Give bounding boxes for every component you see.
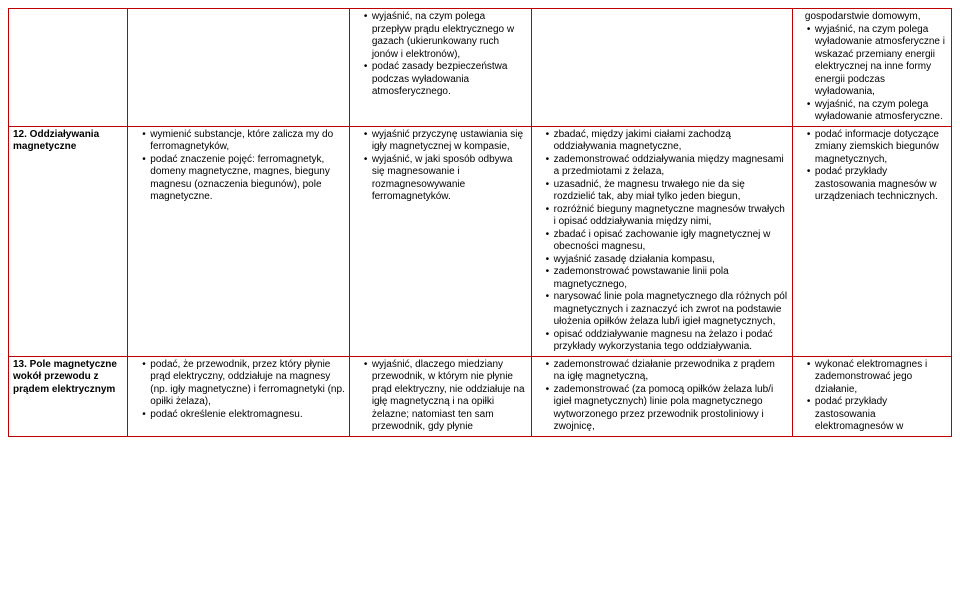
table-row: wyjaśnić, na czym polega przepływ prądu … bbox=[9, 9, 952, 127]
list-item: wyjaśnić, w jaki sposób odbywa się magne… bbox=[364, 154, 527, 204]
list-item: opisać oddziaływanie magnesu na żelazo i… bbox=[546, 329, 788, 354]
cell-topic: 13. Pole magnetyczne wokół przewodu z pr… bbox=[9, 356, 128, 436]
list-item: podać określenie elektromagnesu. bbox=[142, 409, 345, 422]
list-item: wyjaśnić, na czym polega wyładowanie atm… bbox=[807, 24, 947, 99]
list-item: wyjaśnić, na czym polega przepływ prądu … bbox=[364, 11, 527, 61]
list-item: wykonać elektromagnes i zademonstrować j… bbox=[807, 359, 947, 397]
list-item: zademonstrować powstawanie linii pola ma… bbox=[546, 266, 788, 291]
list-item: zbadać, między jakimi ciałami zachodzą o… bbox=[546, 129, 788, 154]
list-item: zademonstrować działanie przewodnika z p… bbox=[546, 359, 788, 384]
list-item: zademonstrować oddziaływania między magn… bbox=[546, 154, 788, 179]
cell-col2: wymienić substancje, które zalicza my do… bbox=[128, 126, 350, 356]
cell-col5: podać informacje dotyczące zmiany ziemsk… bbox=[792, 126, 951, 356]
list-item: podać przykłady zastosowania elektromagn… bbox=[807, 396, 947, 434]
cell-col3: wyjaśnić, dlaczego miedziany przewodnik,… bbox=[349, 356, 531, 436]
cell-col5: wykonać elektromagnes i zademonstrować j… bbox=[792, 356, 951, 436]
cell-col2 bbox=[128, 9, 350, 127]
cell-topic: 12. Oddziaływania magnetyczne bbox=[9, 126, 128, 356]
list-item: wyjaśnić zasadę działania kompasu, bbox=[546, 254, 788, 267]
list-item: wyjaśnić, dlaczego miedziany przewodnik,… bbox=[364, 359, 527, 434]
list-item: rozróżnić bieguny magnetyczne magnesów t… bbox=[546, 204, 788, 229]
list-item: narysować linie pola magnetycznego dla r… bbox=[546, 291, 788, 329]
cell-col5: gospodarstwie domowym, wyjaśnić, na czym… bbox=[792, 9, 951, 127]
list-item: podać znaczenie pojęć: ferromagnetyk, do… bbox=[142, 154, 345, 204]
cell-col4 bbox=[531, 9, 792, 127]
list-item: zademonstrować (za pomocą opiłków żelaza… bbox=[546, 384, 788, 434]
list-item: uzasadnić, że magnesu trwałego nie da si… bbox=[546, 179, 788, 204]
cell-col3: wyjaśnić przyczynę ustawiania się igły m… bbox=[349, 126, 531, 356]
cell-col2: podać, że przewodnik, przez który płynie… bbox=[128, 356, 350, 436]
curriculum-table: wyjaśnić, na czym polega przepływ prądu … bbox=[8, 8, 952, 437]
cell-topic bbox=[9, 9, 128, 127]
list-item: wyjaśnić przyczynę ustawiania się igły m… bbox=[364, 129, 527, 154]
list-item: zbadać i opisać zachowanie igły magnetyc… bbox=[546, 229, 788, 254]
list-item: wymienić substancje, które zalicza my do… bbox=[142, 129, 345, 154]
cell-col4: zademonstrować działanie przewodnika z p… bbox=[531, 356, 792, 436]
list-item: podać zasady bezpieczeństwa podczas wyła… bbox=[364, 61, 527, 99]
list-item: podać informacje dotyczące zmiany ziemsk… bbox=[807, 129, 947, 167]
list-item: wyjaśnić, na czym polega wyładowanie atm… bbox=[807, 99, 947, 124]
cell-col4: zbadać, między jakimi ciałami zachodzą o… bbox=[531, 126, 792, 356]
table-row: 12. Oddziaływania magnetyczne wymienić s… bbox=[9, 126, 952, 356]
cell-col3: wyjaśnić, na czym polega przepływ prądu … bbox=[349, 9, 531, 127]
list-item: podać przykłady zastosowania magnesów w … bbox=[807, 166, 947, 204]
table-row: 13. Pole magnetyczne wokół przewodu z pr… bbox=[9, 356, 952, 436]
list-item: podać, że przewodnik, przez który płynie… bbox=[142, 359, 345, 409]
continuation-text: gospodarstwie domowym, bbox=[797, 11, 947, 24]
